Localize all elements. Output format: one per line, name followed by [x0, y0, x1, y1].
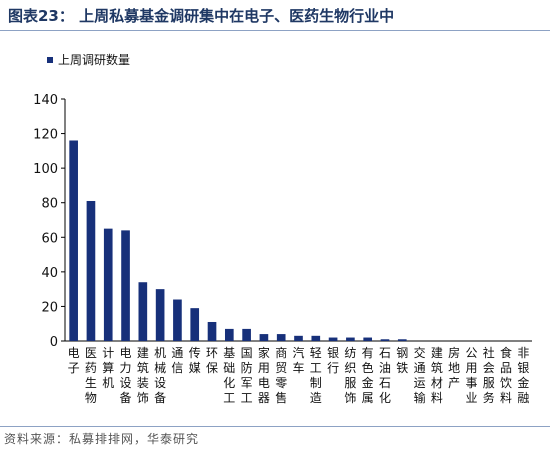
y-tick-label: 140 [33, 93, 58, 108]
x-tick-label: 非银金融 [517, 346, 529, 405]
bar [346, 337, 355, 341]
x-tick-label: 建筑装饰 [137, 346, 149, 405]
bar [242, 328, 251, 341]
source-divider [0, 426, 550, 427]
legend-label: 上周调研数量 [58, 52, 130, 67]
x-tick-label: 社会服务 [483, 345, 495, 405]
x-tick-label: 食品饮料 [500, 345, 512, 405]
x-tick-label: 基础化工 [223, 346, 235, 405]
bar [155, 289, 165, 341]
x-tick-label: 国防军工 [241, 346, 253, 405]
title-divider [0, 30, 550, 31]
source-note: 资料来源：私募排排网，华泰研究 [4, 432, 200, 446]
bar [294, 335, 303, 341]
bar [69, 140, 78, 341]
figure-title: 图表23： 上周私募基金调研集中在电子、医药生物行业中 [8, 4, 542, 28]
bar [190, 308, 200, 341]
legend-swatch [47, 57, 53, 63]
bar [103, 228, 113, 341]
x-tick-label: 机械设备 [154, 346, 166, 405]
bar [397, 339, 407, 341]
bar [311, 335, 321, 341]
bar [138, 282, 148, 341]
bar [328, 337, 338, 341]
y-tick-label: 40 [41, 266, 58, 281]
x-tick-label: 纺织服饰 [344, 346, 356, 405]
bar [86, 200, 96, 341]
x-tick-label: 电力设备 [120, 346, 132, 405]
x-tick-label: 钢铁 [396, 346, 408, 375]
x-tick-label: 房地产 [448, 345, 460, 390]
y-tick-label: 60 [41, 231, 58, 246]
bar [207, 321, 217, 341]
bar [121, 230, 130, 341]
x-tick-label: 轻工制造 [310, 346, 322, 405]
y-tick-label: 20 [41, 300, 58, 315]
x-tick-label: 医药生物 [85, 346, 97, 405]
y-tick-label: 80 [41, 197, 58, 212]
x-tick-label: 家用电器 [258, 345, 270, 405]
x-tick-label: 银行 [327, 346, 339, 375]
x-tick-label: 石油石化 [379, 346, 391, 405]
figure-title-text: 上周私募基金调研集中在电子、医药生物行业中 [79, 7, 395, 25]
x-tick-label: 计算机 [102, 346, 114, 390]
x-tick-label: 公用事业 [465, 346, 477, 405]
x-tick-label: 电子 [68, 346, 80, 375]
y-tick-label: 100 [33, 162, 58, 177]
bar [363, 337, 373, 341]
x-tick-label: 商贸零售 [275, 345, 287, 405]
bar [173, 299, 182, 341]
figure-label: 图表23： [8, 7, 74, 25]
x-tick-label: 交通运输 [414, 345, 426, 405]
x-tick-label: 环保 [206, 346, 218, 375]
x-tick-label: 传媒 [189, 345, 201, 375]
x-tick-label: 汽车 [292, 345, 304, 375]
x-tick-label: 建筑材料 [431, 346, 443, 405]
bar [276, 334, 286, 341]
bar [224, 328, 234, 341]
y-tick-label: 120 [33, 128, 58, 143]
bar [259, 334, 269, 341]
bar [380, 339, 390, 341]
y-tick-label: 0 [50, 335, 58, 350]
x-tick-label: 通信 [171, 346, 183, 375]
x-tick-label: 有色金属 [362, 346, 374, 405]
